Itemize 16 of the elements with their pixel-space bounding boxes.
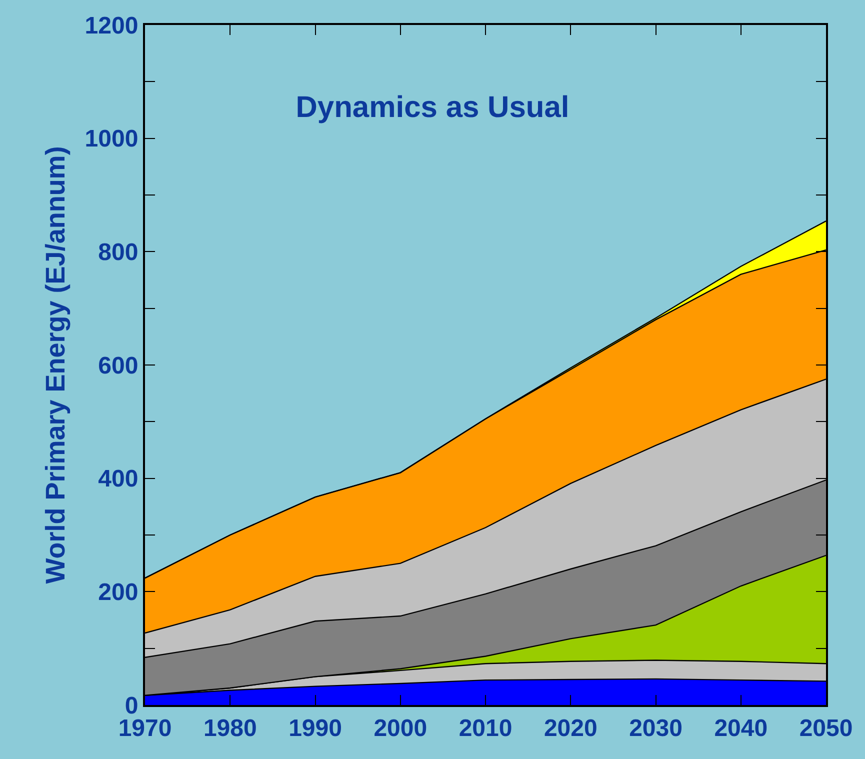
- x-tick-label: 2030: [629, 714, 682, 742]
- x-tick-label: 1980: [203, 714, 257, 742]
- x-tick-label: 2050: [799, 714, 853, 742]
- y-axis-title: World Primary Energy (EJ/annum): [40, 146, 70, 584]
- x-tick-label: 2000: [374, 714, 428, 742]
- text: Dynamics as Usual: [296, 90, 570, 124]
- x-tick-label: 2040: [714, 714, 768, 742]
- y-tick-label: 400: [98, 466, 138, 493]
- y-tick-label: 600: [98, 352, 138, 380]
- x-tick-label: 2020: [544, 714, 598, 742]
- y-tick-label: 800: [98, 239, 138, 266]
- y-tick-label: 200: [98, 579, 138, 606]
- x-tick-label: 1990: [288, 714, 342, 742]
- y-tick-label: 1000: [84, 126, 138, 153]
- y-tick-label: 1200: [84, 12, 138, 40]
- x-tick-label: 2010: [458, 714, 512, 742]
